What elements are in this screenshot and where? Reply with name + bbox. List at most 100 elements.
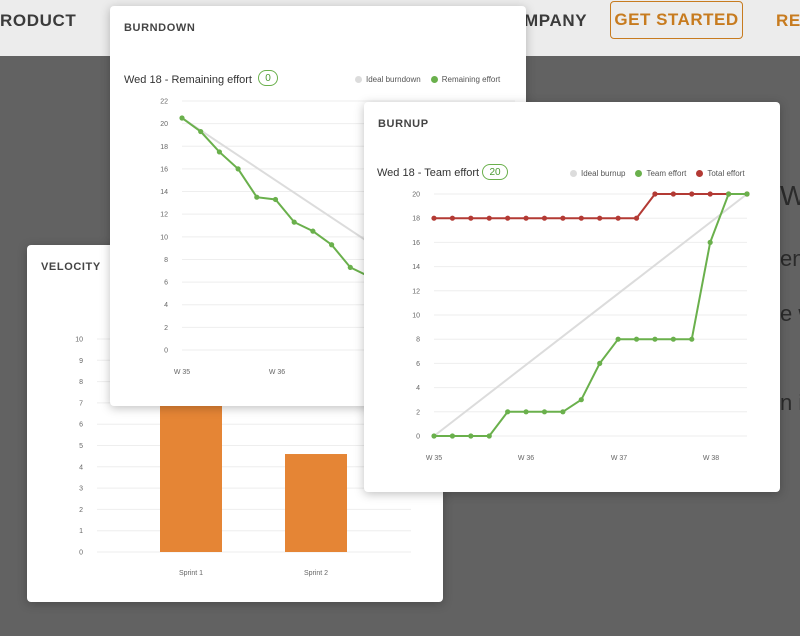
total-effort-point: [541, 215, 548, 221]
team-effort-point: [486, 433, 492, 439]
legend-ideal-label: Ideal burndown: [366, 75, 421, 84]
legend-team-label: Team effort: [646, 169, 687, 178]
total-effort-point: [689, 191, 695, 197]
y-tick-label: 4: [79, 464, 83, 471]
y-tick-label: 18: [160, 144, 168, 151]
total-effort-point: [707, 191, 713, 197]
legend-total-label: Total effort: [707, 169, 745, 178]
y-tick-label: 4: [416, 385, 420, 392]
burndown-legend: Ideal burndown Remaining effort: [355, 75, 500, 84]
remaining-effort-point: [310, 228, 316, 234]
y-tick-label: 9: [79, 358, 83, 365]
team-effort-point: [523, 409, 529, 415]
x-tick-label: Sprint 2: [304, 570, 328, 577]
y-tick-label: 10: [412, 313, 420, 320]
y-tick-label: 8: [416, 337, 420, 344]
y-tick-label: 8: [164, 257, 168, 264]
burnup-title: BURNUP: [378, 118, 429, 130]
nav-register-link[interactable]: REG: [776, 11, 800, 30]
total-effort-point: [652, 191, 658, 197]
y-tick-label: 20: [160, 121, 168, 128]
y-tick-label: 16: [412, 240, 420, 247]
burndown-subtitle: Wed 18 - Remaining effort: [124, 74, 252, 86]
team-effort-point: [431, 433, 437, 439]
team-effort-point: [725, 191, 732, 197]
team-effort-point: [670, 336, 676, 342]
x-tick-label: W 38: [703, 455, 719, 462]
total-effort-point: [560, 215, 566, 221]
remaining-effort-point: [272, 196, 279, 203]
total-effort-point: [431, 215, 437, 221]
team-effort-point: [541, 409, 548, 415]
velocity-title: VELOCITY: [41, 261, 101, 273]
legend-remaining-dot: [430, 76, 438, 83]
team-effort-point: [449, 433, 456, 439]
y-tick-label: 20: [412, 192, 420, 199]
x-tick-label: W 35: [174, 369, 190, 376]
y-tick-label: 0: [79, 550, 83, 557]
total-effort-point: [523, 215, 529, 221]
y-tick-label: 7: [79, 400, 83, 407]
y-tick-label: 0: [416, 434, 420, 441]
legend-total-dot: [696, 170, 704, 177]
nav-company-link[interactable]: MPANY: [524, 11, 588, 30]
velocity-bar: [285, 454, 347, 552]
total-effort-point: [597, 215, 603, 221]
get-started-button[interactable]: GET STARTED: [610, 1, 743, 39]
y-tick-label: 16: [160, 166, 168, 173]
remaining-effort-point: [329, 242, 335, 248]
x-tick-label: Sprint 1: [179, 570, 203, 577]
burnup-card: BURNUP Wed 18 - Team effort 20 Ideal bur…: [364, 102, 780, 492]
y-tick-label: 6: [79, 422, 83, 429]
burnup-chart: 0 2 4 6 8 10 12 14 16 18 20 W 35 W 36 W 37 W 38: [412, 191, 750, 462]
legend-ideal-dot: [570, 170, 577, 177]
team-effort-point: [615, 336, 621, 342]
team-effort-point: [633, 336, 640, 342]
y-tick-label: 2: [416, 409, 420, 416]
remaining-effort-point: [291, 219, 297, 225]
y-tick-label: 2: [164, 325, 168, 332]
total-effort-point: [633, 215, 640, 221]
burndown-badge: 0: [258, 70, 278, 86]
team-effort-point: [505, 409, 511, 415]
remaining-effort-point: [235, 166, 241, 172]
ideal-burnup-line: [433, 193, 748, 437]
legend-ideal-dot: [355, 76, 362, 83]
y-tick-label: 4: [164, 302, 168, 309]
y-tick-label: 8: [79, 379, 83, 386]
remaining-effort-point: [347, 264, 353, 270]
team-effort-point: [744, 191, 750, 197]
remaining-effort-point: [216, 149, 222, 155]
total-effort-point: [468, 215, 474, 221]
y-tick-label: 14: [160, 189, 168, 196]
bg-heading-fragment: W: [780, 180, 800, 211]
y-tick-label: 18: [412, 216, 420, 223]
team-effort-point: [689, 336, 695, 342]
y-tick-label: 22: [160, 99, 168, 106]
remaining-effort-point: [179, 115, 185, 121]
y-tick-label: 12: [160, 212, 168, 219]
y-tick-label: 5: [79, 443, 83, 450]
team-effort-point: [707, 239, 713, 245]
legend-ideal-label: Ideal burnup: [581, 169, 626, 178]
burndown-title: BURNDOWN: [124, 22, 196, 34]
y-tick-label: 1: [79, 528, 83, 535]
total-effort-point: [670, 191, 676, 197]
bg-text-fragment: en: [780, 246, 800, 271]
team-effort-point: [468, 433, 474, 439]
team-effort-point: [560, 409, 566, 415]
burnup-badge: 20: [482, 164, 508, 180]
x-tick-label: W 36: [518, 455, 534, 462]
remaining-effort-point: [198, 128, 204, 135]
y-tick-label: 0: [164, 348, 168, 355]
y-tick-label: 6: [164, 280, 168, 287]
bg-text-fragment: e w: [780, 301, 800, 326]
team-effort-point: [597, 360, 603, 366]
total-effort-line: [434, 193, 747, 220]
total-effort-point: [615, 215, 621, 221]
nav-product-link[interactable]: RODUCT: [0, 11, 77, 30]
y-tick-label: 14: [412, 264, 420, 271]
y-tick-label: 3: [79, 486, 83, 493]
y-tick-label: 10: [75, 337, 83, 344]
x-tick-label: W 37: [611, 455, 627, 462]
